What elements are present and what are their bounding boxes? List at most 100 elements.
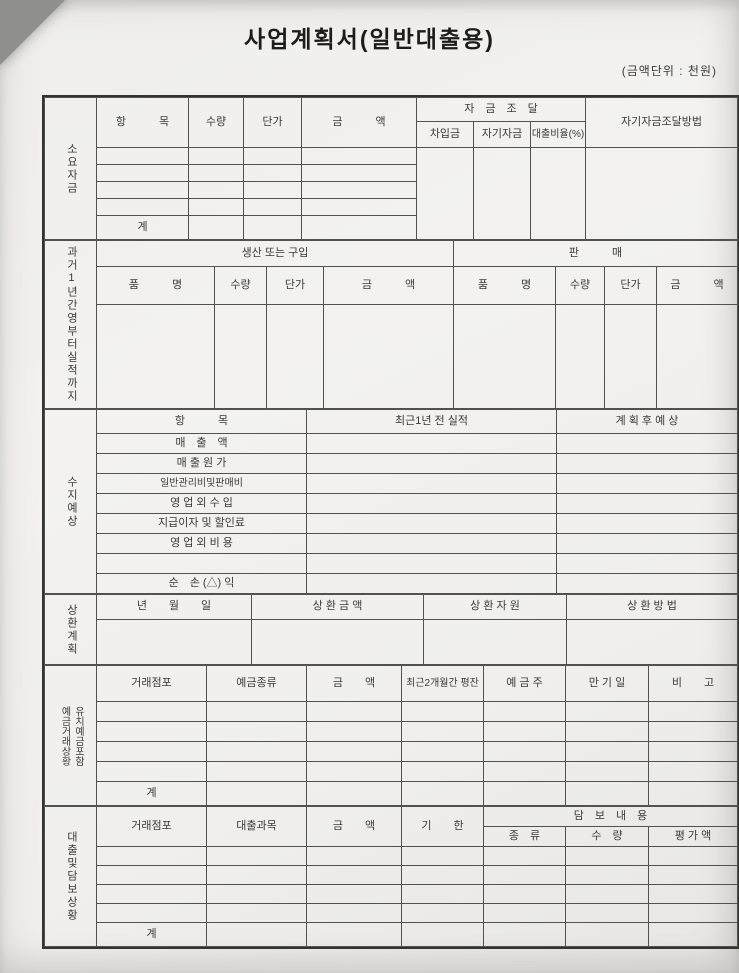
quantity-cell (188, 181, 244, 199)
forecast-cell (556, 573, 738, 594)
amount-cell (306, 701, 402, 722)
header-amount: 금 액 (301, 97, 417, 148)
section-loan-and-collateral: 대출및담보상황 거래점포 대출과목 금 액 기 한 담 보 내 용 종 류 수 … (44, 806, 738, 947)
header-depositor: 예 금 주 (483, 665, 566, 702)
unit-price-cell (243, 147, 302, 165)
branch-cell (96, 903, 207, 923)
header-branch: 거래점포 (96, 665, 207, 702)
maturity-cell (565, 741, 649, 762)
production-amount-cell (322, 304, 455, 409)
maturity-cell (565, 701, 649, 722)
depositor-cell (483, 721, 566, 742)
total-cell (565, 922, 649, 947)
total-cell (401, 922, 484, 947)
appraised-value-cell (648, 846, 738, 866)
side-label-past-year: 과거1년간영부터실적까지 (44, 240, 97, 409)
production-unit-cell (266, 304, 324, 409)
own-funds-cell (473, 147, 531, 240)
actual-cell (306, 513, 557, 534)
quantity-cell (188, 147, 244, 165)
loan-subject-cell (206, 903, 307, 923)
header-sales: 판 매 (453, 240, 739, 267)
term-cell (401, 903, 484, 923)
total-cell (483, 922, 566, 947)
branch-cell (96, 865, 207, 885)
header-production-or-purchase: 생산 또는 구입 (95, 240, 455, 267)
header-collateral-quantity: 수 량 (565, 826, 649, 847)
side-label-deposit-sub: 유치예금포함 (72, 705, 84, 766)
branch-cell (96, 701, 207, 722)
page-title: 사업계획서(일반대출용) (244, 26, 495, 52)
amount-cell (306, 721, 402, 742)
header-product-name: 품 명 (453, 266, 557, 305)
borrowed-money-cell (416, 147, 474, 240)
side-label-deposit-main: 예금거래상황 (59, 705, 70, 766)
actual-cell (306, 553, 557, 574)
amount-cell (301, 198, 417, 216)
header-amount: 금 액 (656, 266, 739, 305)
term-cell (401, 884, 484, 904)
unit-price-cell (243, 181, 302, 199)
deposit-type-cell (206, 701, 307, 722)
sales-unit-cell (604, 304, 658, 409)
header-repayment-method: 상 환 방 법 (566, 594, 738, 620)
side-label-loan-collateral: 대출및담보상황 (44, 806, 97, 947)
amount-cell (306, 884, 402, 904)
depositor-cell (483, 761, 566, 782)
avg-balance-cell (401, 721, 484, 742)
forecast-cell (556, 493, 738, 514)
actual-cell (306, 453, 557, 474)
branch-cell (96, 846, 207, 866)
collateral-kind-cell (483, 846, 566, 866)
total-label: 계 (96, 781, 207, 806)
total-cell (206, 922, 307, 947)
side-label-repayment-plan: 상환계획 (44, 594, 97, 665)
actual-cell (306, 493, 557, 514)
header-maturity-date: 만 기 일 (565, 665, 649, 702)
section-past-year-performance: 과거1년간영부터실적까지 생산 또는 구입 판 매 품 명 수량 단가 금 액 … (44, 240, 739, 409)
collateral-kind-cell (483, 903, 566, 923)
header-amount: 금 액 (306, 665, 402, 702)
header-item: 항 목 (96, 97, 189, 148)
deposit-type-cell (206, 741, 307, 762)
forecast-cell (556, 553, 738, 574)
loan-subject-cell (206, 884, 307, 904)
forecast-cell (556, 473, 738, 494)
production-name-cell (96, 304, 215, 409)
row-label-non-operating-income: 영 업 외 수 입 (96, 493, 307, 514)
branch-cell (96, 741, 207, 762)
remarks-cell (648, 761, 738, 782)
appraised-value-cell (648, 865, 738, 885)
date-cell (96, 619, 252, 665)
avg-balance-cell (401, 741, 484, 762)
actual-cell (306, 533, 557, 554)
row-label-cost-of-sales: 매 출 원 가 (96, 453, 307, 474)
sales-name-cell (453, 304, 557, 409)
header-branch: 거래점포 (96, 806, 207, 847)
header-item: 항 목 (96, 409, 307, 434)
branch-cell (96, 721, 207, 742)
header-quantity: 수량 (214, 266, 267, 305)
amount-cell (306, 903, 402, 923)
total-cell (648, 781, 738, 806)
amount-cell (306, 846, 402, 866)
header-unit-price: 단가 (604, 266, 658, 305)
total-cell (306, 781, 402, 806)
collateral-kind-cell (483, 865, 566, 885)
header-own-funds: 자기자금 (473, 121, 531, 148)
amount-cell (301, 181, 417, 199)
self-funding-method-cell (585, 147, 738, 240)
section-required-funds: 소요자금 항 목 수량 단가 금 액 자 금 조 달 자기자금조달방법 차입금 … (44, 97, 738, 240)
header-appraised-value: 평 가 액 (648, 826, 738, 847)
header-quantity: 수량 (555, 266, 606, 305)
unit-price-cell (243, 198, 302, 216)
section-repayment-plan: 상환계획 년 월 일 상 환 금 액 상 환 자 원 상 환 방 법 (44, 594, 738, 665)
deposit-type-cell (206, 721, 307, 742)
amount-cell (306, 761, 402, 782)
total-label: 계 (96, 922, 207, 947)
appraised-value-cell (648, 884, 738, 904)
branch-cell (96, 884, 207, 904)
actual-cell (306, 433, 557, 454)
total-amount-cell (301, 215, 417, 240)
